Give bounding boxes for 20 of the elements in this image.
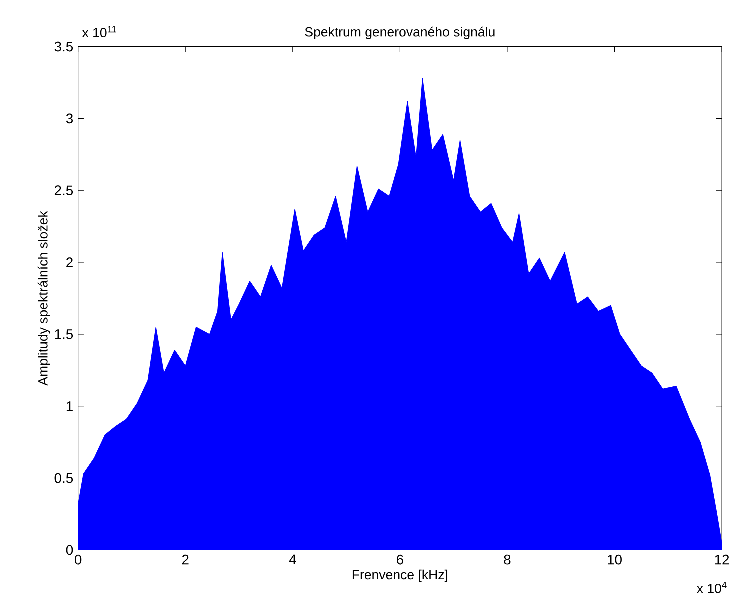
chart-title: Spektrum generovaného signálu [305, 26, 495, 40]
x-tick-label: 6 [397, 554, 404, 565]
y-tick-label: 0.5 [54, 473, 74, 484]
x-tick-label: 8 [504, 554, 511, 565]
x-tick-label: 4 [289, 554, 296, 565]
x-tick-label: 12 [715, 554, 730, 565]
x-tick-label: 0 [74, 554, 82, 565]
x-tick-label: 2 [182, 554, 189, 565]
y-tick-label: 1 [66, 402, 73, 412]
y-tick-label: 3 [66, 114, 74, 124]
y-tick-label: 1.5 [55, 330, 74, 340]
y-tick-label: 2.5 [54, 186, 74, 196]
text: x 10$^{11}$ [82, 26, 116, 38]
y-tick-label: 2 [66, 258, 73, 268]
y-axis-title: Amplitudy spektrálních složek [38, 211, 50, 386]
y-tick-label: 3.5 [54, 42, 74, 52]
text: x 10$^{4}$ [696, 582, 727, 594]
y-tick-label: 0 [66, 545, 74, 556]
x-tick-label: 10 [608, 554, 622, 565]
x-axis-title: Frenvence [kHz] [352, 570, 448, 582]
